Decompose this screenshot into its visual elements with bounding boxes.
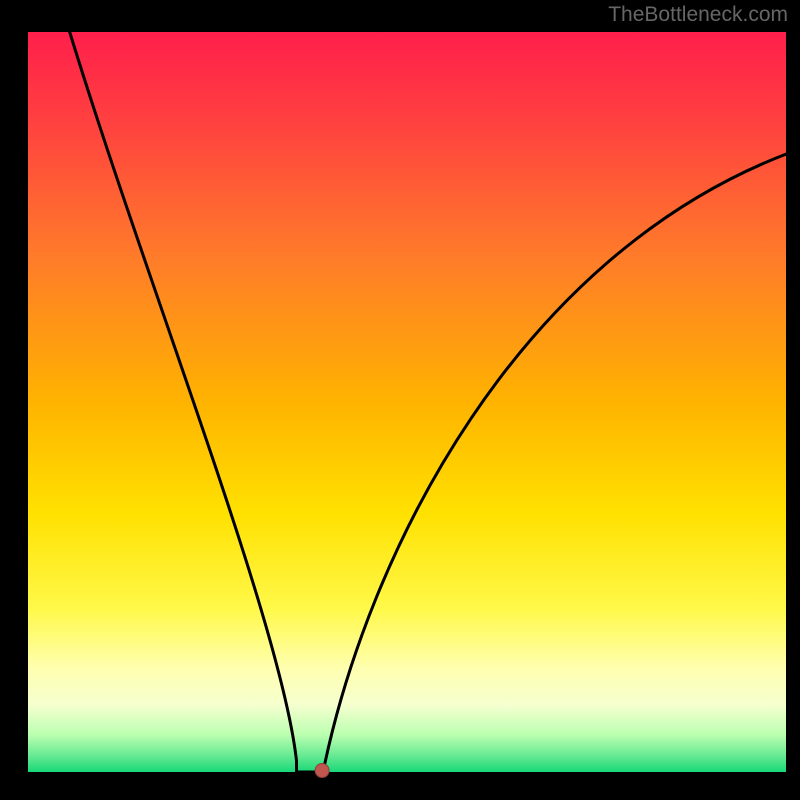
- chart-svg: [0, 0, 800, 800]
- bottleneck-chart: TheBottleneck.com: [0, 0, 800, 800]
- optimal-point-marker: [315, 764, 329, 778]
- watermark-text: TheBottleneck.com: [608, 3, 788, 27]
